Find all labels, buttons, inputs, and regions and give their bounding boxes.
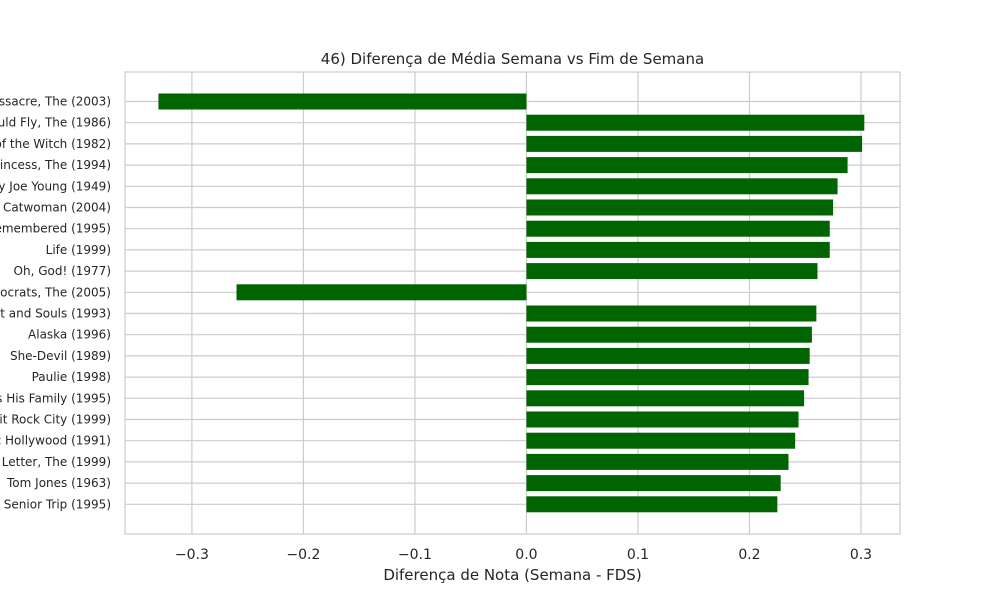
x-tick-label: 0.3 xyxy=(850,547,872,563)
plot-frame xyxy=(124,71,901,535)
y-tick-label: 's Senior Trip (1995) xyxy=(0,497,111,511)
bar xyxy=(526,347,810,364)
y-tick-label: Alaska (1996) xyxy=(28,328,111,342)
bar xyxy=(236,284,527,301)
y-tick-label: Oh, God! (1977) xyxy=(14,264,111,278)
y-tick-label: roit Rock City (1999) xyxy=(0,413,111,427)
bar xyxy=(526,199,834,216)
bar xyxy=(526,135,863,152)
bar-layer xyxy=(158,93,865,513)
y-tick-labels: assacre, The (2003) ould Fly, The (1986) n… xyxy=(0,95,111,512)
x-tick-label: −0.3 xyxy=(175,547,209,563)
bar xyxy=(526,496,778,513)
bar xyxy=(526,263,818,280)
bar xyxy=(526,432,796,449)
y-tick-label: stocrats, The (2005) xyxy=(0,285,111,299)
x-tick-label: 0.2 xyxy=(738,547,760,563)
y-tick-label: assacre, The (2003) xyxy=(0,95,111,109)
bar xyxy=(526,369,809,386)
x-tick-labels: −0.3 −0.2 −0.1 0.0 0.1 0.2 0.3 xyxy=(175,547,872,563)
x-tick-label: −0.1 xyxy=(398,547,432,563)
bar xyxy=(526,475,781,492)
x-tick-label: 0.1 xyxy=(627,547,649,563)
y-tick-label: oc Hollywood (1991) xyxy=(0,434,111,448)
y-tick-label: es His Family (1995) xyxy=(0,391,111,405)
bar xyxy=(526,326,812,343)
y-tick-label: ty Joe Young (1949) xyxy=(0,179,111,193)
y-tick-label: Life (1999) xyxy=(46,243,111,257)
bar xyxy=(158,93,527,110)
bar xyxy=(526,305,817,322)
bar xyxy=(526,178,838,195)
x-tick-label: 0.0 xyxy=(515,547,537,563)
bar xyxy=(526,220,830,237)
bar xyxy=(526,390,805,407)
bar xyxy=(526,114,865,131)
y-tick-label: ve Letter, The (1999) xyxy=(0,455,111,469)
y-tick-label: n of the Witch (1982) xyxy=(0,137,111,151)
x-axis-label: Diferença de Nota (Semana - FDS) xyxy=(383,566,641,584)
y-tick-label: Catwoman (2004) xyxy=(3,201,111,215)
chart-title: 46) Diferença de Média Semana vs Fim de … xyxy=(321,50,704,68)
bar xyxy=(526,241,830,258)
y-tick-label: She-Devil (1989) xyxy=(10,349,111,363)
bar xyxy=(526,411,799,428)
y-tick-label: ould Fly, The (1986) xyxy=(0,116,111,130)
y-tick-label: art and Souls (1993) xyxy=(0,307,111,321)
bar xyxy=(526,453,789,470)
y-tick-label: Princess, The (1994) xyxy=(0,158,111,172)
x-tick-label: −0.2 xyxy=(286,547,320,563)
y-tick-label: Remembered (1995) xyxy=(0,222,111,236)
y-tick-label: Tom Jones (1963) xyxy=(6,476,111,490)
y-tick-label: Paulie (1998) xyxy=(32,370,111,384)
bar xyxy=(526,157,848,174)
